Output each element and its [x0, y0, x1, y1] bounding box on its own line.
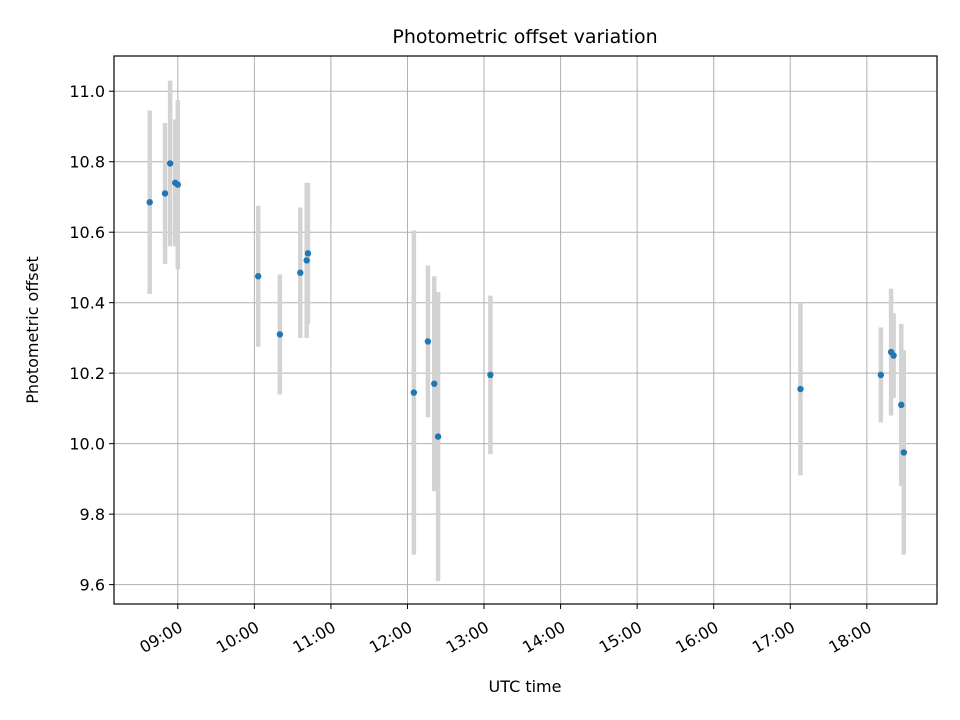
data-point: [304, 250, 312, 257]
data-point: [166, 160, 174, 167]
x-tick-label: 13:00: [443, 617, 492, 657]
data-point: [877, 371, 885, 379]
y-tick-label: 10.2: [69, 364, 105, 383]
point-layer: [146, 160, 908, 456]
data-point: [297, 269, 304, 276]
x-tick-label: 17:00: [749, 617, 798, 657]
data-point: [434, 433, 442, 440]
y-tick-label: 9.6: [80, 576, 105, 595]
x-tick-label: 14:00: [519, 617, 568, 657]
x-tick-label: 12:00: [366, 617, 415, 657]
data-point: [424, 338, 432, 345]
data-point: [890, 352, 897, 359]
y-tick-label: 9.8: [80, 505, 105, 524]
x-tick-label: 09:00: [136, 617, 185, 657]
chart-title: Photometric offset variation: [392, 26, 657, 48]
data-point: [303, 257, 310, 264]
data-point: [797, 385, 804, 393]
x-tick-label: 15:00: [596, 617, 645, 657]
y-axis-label: Photometric offset: [23, 256, 42, 404]
y-tick-label: 10.0: [69, 435, 105, 454]
data-point: [146, 199, 153, 206]
grid-layer: [114, 56, 937, 604]
x-axis-label: UTC time: [489, 677, 562, 696]
data-point: [431, 380, 438, 387]
tick-layer: 09:00 10:00 11:00 12:00 13:00 14:00 15:00 16:00…: [69, 82, 874, 657]
y-tick-label: 10.4: [69, 294, 105, 313]
x-tick-label: 10:00: [213, 617, 262, 657]
data-point: [161, 190, 169, 197]
y-tick-label: 10.6: [69, 223, 105, 242]
data-point: [487, 371, 494, 379]
data-point: [410, 389, 418, 396]
x-tick-label: 16:00: [672, 617, 721, 657]
data-point: [174, 181, 181, 188]
x-tick-label: 11:00: [289, 617, 338, 657]
data-point: [900, 449, 908, 456]
data-point: [898, 401, 905, 409]
data-point: [254, 273, 262, 280]
y-tick-label: 10.8: [69, 153, 105, 172]
y-tick-label: 11.0: [69, 82, 105, 101]
data-point: [276, 331, 284, 338]
x-tick-label: 18:00: [825, 617, 874, 657]
plot-frame: [113, 55, 938, 605]
